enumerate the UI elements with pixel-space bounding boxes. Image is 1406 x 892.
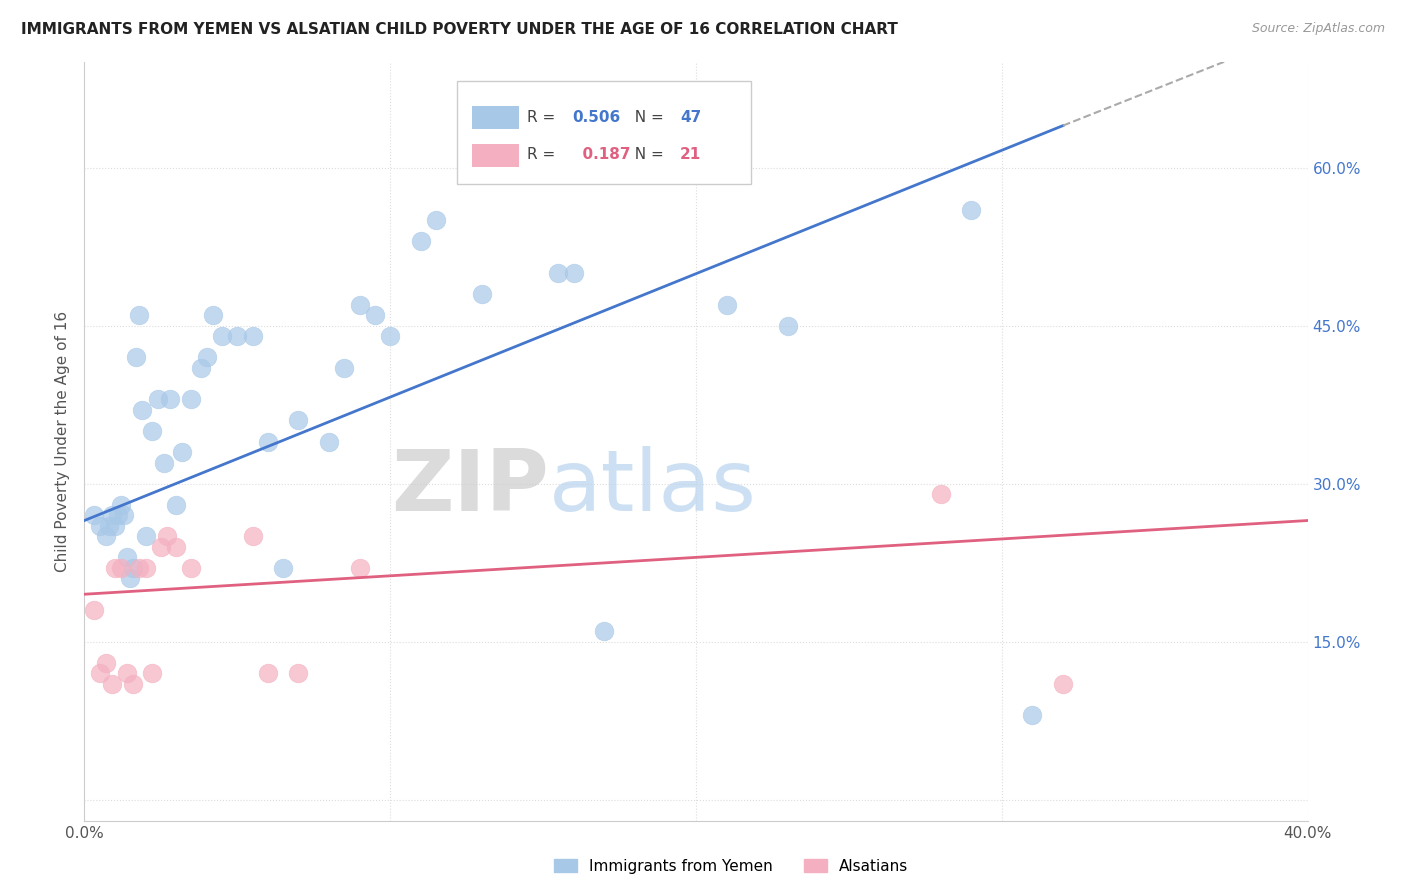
- Text: 47: 47: [681, 110, 702, 125]
- Point: [333, 360, 356, 375]
- Point: [349, 561, 371, 575]
- Point: [101, 677, 124, 691]
- Point: [110, 498, 132, 512]
- Point: [180, 561, 202, 575]
- Point: [242, 529, 264, 543]
- Point: [1052, 677, 1074, 691]
- Point: [287, 413, 309, 427]
- Point: [122, 677, 145, 691]
- Point: [146, 392, 169, 407]
- Point: [960, 202, 983, 217]
- Point: [94, 656, 117, 670]
- Point: [211, 329, 233, 343]
- Point: [159, 392, 181, 407]
- Point: [120, 571, 142, 585]
- Point: [83, 603, 105, 617]
- Text: R =: R =: [527, 147, 560, 162]
- Point: [131, 403, 153, 417]
- Point: [195, 351, 218, 365]
- Point: [409, 235, 432, 249]
- Point: [89, 518, 111, 533]
- Point: [153, 456, 176, 470]
- Point: [190, 360, 212, 375]
- Point: [115, 666, 138, 681]
- Text: Source: ZipAtlas.com: Source: ZipAtlas.com: [1251, 22, 1385, 36]
- Legend: Immigrants from Yemen, Alsatians: Immigrants from Yemen, Alsatians: [548, 853, 914, 880]
- Point: [165, 540, 187, 554]
- Text: 0.187: 0.187: [572, 147, 631, 162]
- Point: [242, 329, 264, 343]
- Bar: [457, 81, 751, 184]
- Point: [83, 508, 105, 523]
- Point: [149, 540, 172, 554]
- Point: [112, 508, 135, 523]
- Point: [471, 287, 494, 301]
- Point: [257, 434, 280, 449]
- Bar: [472, 106, 519, 129]
- Point: [165, 498, 187, 512]
- Text: N =: N =: [626, 147, 669, 162]
- Bar: [472, 145, 519, 167]
- Point: [94, 529, 117, 543]
- Text: 21: 21: [681, 147, 702, 162]
- Point: [226, 329, 249, 343]
- Point: [122, 561, 145, 575]
- Point: [201, 308, 224, 322]
- Point: [141, 424, 163, 438]
- Point: [776, 318, 799, 333]
- Point: [380, 329, 402, 343]
- Point: [104, 518, 127, 533]
- Point: [89, 666, 111, 681]
- Point: [97, 518, 120, 533]
- Point: [1021, 708, 1043, 723]
- Point: [257, 666, 280, 681]
- Point: [156, 529, 179, 543]
- Point: [180, 392, 202, 407]
- Point: [141, 666, 163, 681]
- Point: [287, 666, 309, 681]
- Point: [128, 561, 150, 575]
- Point: [562, 266, 585, 280]
- Point: [425, 213, 447, 227]
- Point: [128, 308, 150, 322]
- Point: [125, 351, 148, 365]
- Text: 0.506: 0.506: [572, 110, 620, 125]
- Point: [110, 561, 132, 575]
- Text: ZIP: ZIP: [391, 445, 550, 529]
- Text: N =: N =: [626, 110, 669, 125]
- Text: IMMIGRANTS FROM YEMEN VS ALSATIAN CHILD POVERTY UNDER THE AGE OF 16 CORRELATION : IMMIGRANTS FROM YEMEN VS ALSATIAN CHILD …: [21, 22, 898, 37]
- Point: [104, 561, 127, 575]
- Point: [107, 508, 129, 523]
- Text: R =: R =: [527, 110, 560, 125]
- Point: [172, 445, 194, 459]
- Point: [364, 308, 387, 322]
- Point: [115, 550, 138, 565]
- Point: [271, 561, 294, 575]
- Point: [593, 624, 616, 639]
- Point: [929, 487, 952, 501]
- Point: [349, 298, 371, 312]
- Text: atlas: atlas: [550, 445, 758, 529]
- Point: [547, 266, 569, 280]
- Point: [135, 561, 157, 575]
- Y-axis label: Child Poverty Under the Age of 16: Child Poverty Under the Age of 16: [55, 311, 70, 572]
- Point: [318, 434, 340, 449]
- Point: [135, 529, 157, 543]
- Point: [101, 508, 124, 523]
- Point: [716, 298, 738, 312]
